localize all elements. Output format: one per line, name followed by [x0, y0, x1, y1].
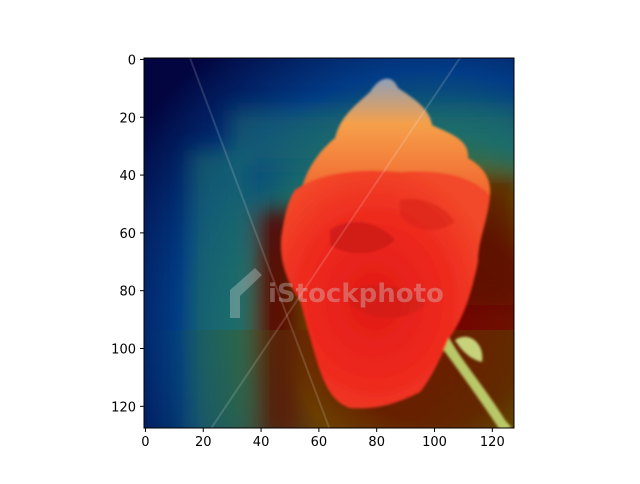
flower-petal-shading-2 [350, 285, 425, 318]
x-tick-label: 0 [141, 435, 149, 450]
watermark-lines [189, 58, 461, 428]
flower-leaf [455, 336, 483, 362]
flower-petal-shading-3 [400, 198, 455, 231]
y-tick-label: 100 [111, 343, 136, 358]
y-tick-label: 80 [119, 285, 136, 300]
y-tick-label: 120 [111, 400, 136, 415]
flower-petal-shading-1 [330, 221, 395, 254]
y-tick-label: 40 [119, 169, 136, 184]
x-tick-label: 20 [195, 435, 212, 450]
x-tick-label: 100 [422, 435, 447, 450]
watermark-text: iStockphoto [268, 279, 444, 309]
y-tick-label: 0 [128, 53, 136, 68]
x-tick-label: 80 [368, 435, 385, 450]
flower-photo [280, 78, 512, 428]
plot-frame [143, 57, 515, 429]
x-tick-label: 120 [480, 435, 505, 450]
y-tick-label: 60 [119, 227, 136, 242]
plot-area: iStockphoto [144, 58, 514, 428]
watermark-logo: iStockphoto [230, 268, 444, 318]
x-tick-label: 60 [311, 435, 328, 450]
y-axis-ticks: 0 20 40 60 80 100 120 [111, 53, 144, 415]
x-tick-label: 40 [253, 435, 270, 450]
x-axis-ticks: 0 20 40 60 80 100 120 [141, 428, 505, 450]
y-tick-label: 20 [119, 111, 136, 126]
flower-stem [440, 330, 512, 428]
